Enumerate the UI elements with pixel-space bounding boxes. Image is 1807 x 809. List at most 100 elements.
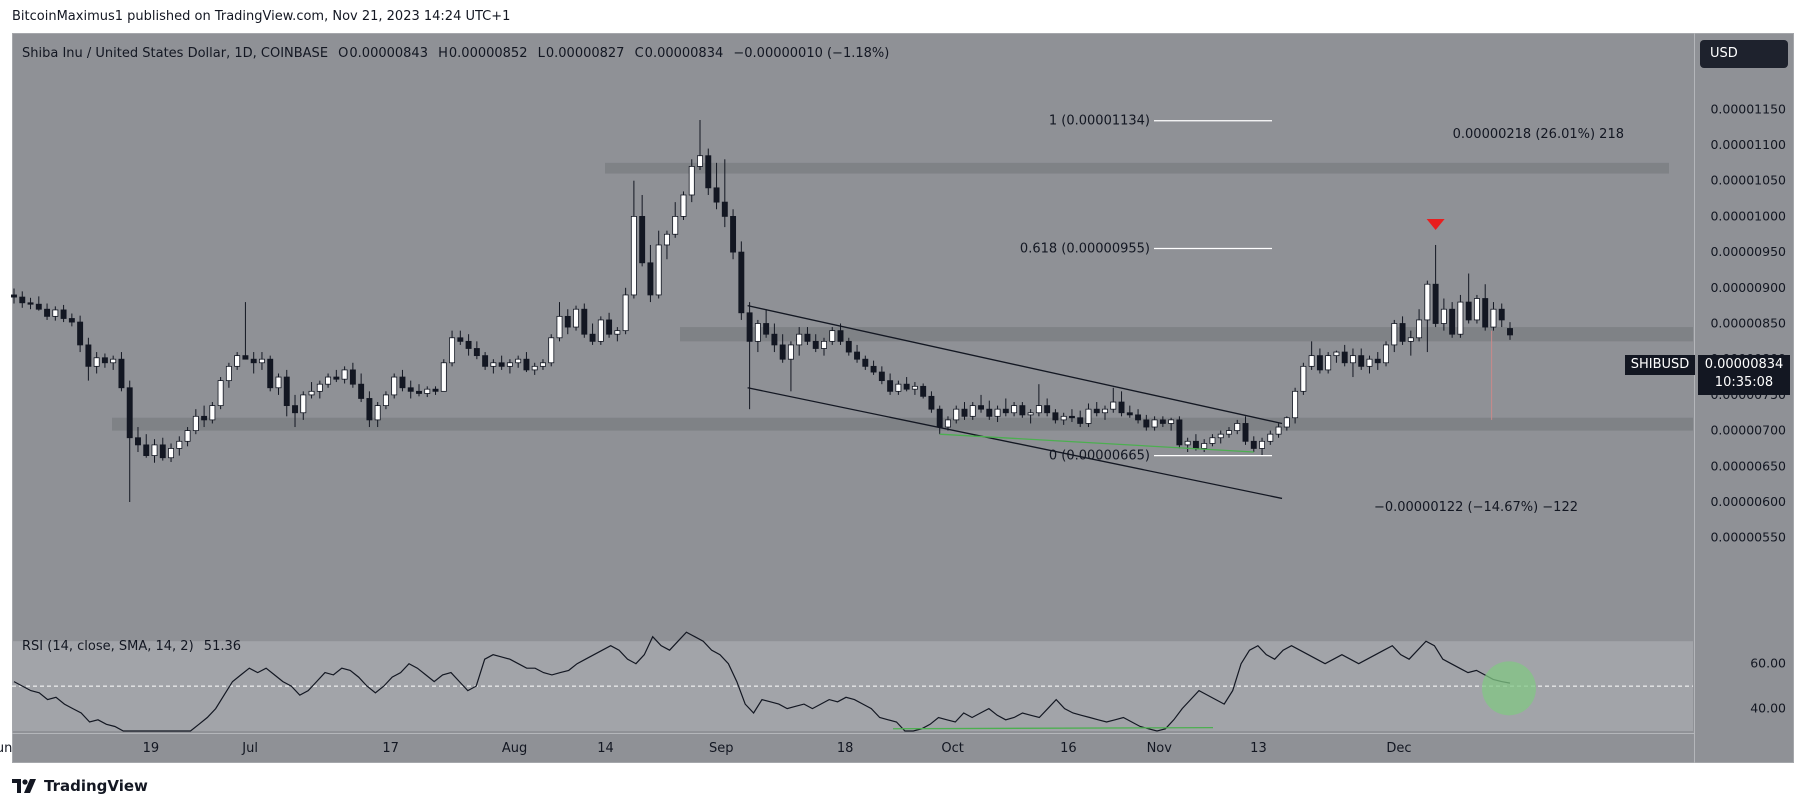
candle	[1482, 284, 1489, 331]
price-axis-tick: 0.00000700	[1710, 423, 1786, 438]
candle-body	[118, 358, 125, 389]
candle	[928, 391, 935, 413]
candle	[176, 436, 183, 456]
candle	[845, 337, 852, 356]
legend-change: −0.00000010 (−1.18%)	[733, 46, 890, 61]
candle-body	[27, 302, 34, 305]
candle-body	[1358, 355, 1365, 367]
candle	[945, 416, 951, 431]
candle-body	[1449, 308, 1456, 335]
candle	[490, 359, 497, 374]
candle-body	[1416, 319, 1423, 339]
candle-body	[1168, 419, 1175, 424]
candle-body	[93, 357, 100, 367]
candle-body	[523, 358, 530, 371]
candle-body	[779, 344, 786, 360]
candle-body	[382, 394, 389, 407]
candle	[1457, 294, 1464, 338]
candle-body	[225, 365, 232, 382]
candle	[308, 382, 315, 399]
candle-body	[1432, 283, 1439, 324]
candle	[482, 352, 489, 370]
candle	[911, 382, 918, 395]
candle-body	[1300, 365, 1307, 392]
candle-body	[1044, 405, 1051, 414]
candle-body	[449, 337, 456, 364]
legend-open-value: 0.00000843	[349, 46, 428, 61]
rsi-highlight-circle	[1482, 661, 1536, 716]
candle	[473, 341, 480, 360]
candle	[531, 362, 538, 375]
rsi-label[interactable]: RSI (14, close, SMA, 14, 2)	[22, 639, 194, 654]
rsi-axis-tick: 60.00	[1750, 656, 1786, 671]
fib-level-0-label: 0 (0.00000665)	[1049, 449, 1150, 464]
candle	[465, 334, 472, 356]
candle	[953, 405, 960, 424]
candle	[60, 304, 67, 323]
candle	[341, 366, 348, 384]
candle-body	[250, 358, 257, 364]
candle	[837, 323, 844, 345]
candle	[11, 288, 17, 304]
candle	[1068, 409, 1075, 423]
candle	[35, 296, 42, 311]
price-axis[interactable]	[1694, 33, 1794, 763]
candle	[515, 355, 522, 368]
time-axis-tick: 19	[143, 741, 160, 756]
candle-body	[1184, 440, 1191, 446]
candle-body	[821, 340, 827, 349]
candle-body	[283, 376, 290, 407]
price-axis-tick: 0.00000650	[1710, 458, 1786, 473]
candle	[1209, 434, 1216, 447]
candle	[969, 402, 976, 420]
candle-body	[1283, 417, 1290, 428]
price-axis-tick: 0.00000900	[1710, 280, 1786, 295]
candle-body	[606, 319, 613, 335]
candle	[118, 352, 125, 392]
rsi-axis-tick: 40.00	[1750, 701, 1786, 716]
low-support-zone	[112, 417, 1693, 431]
candle-body	[920, 385, 927, 397]
candle	[978, 394, 984, 413]
candle-body	[1234, 423, 1241, 431]
candle-body	[1035, 405, 1042, 414]
candle-body	[1259, 440, 1266, 449]
candle-body	[1002, 408, 1009, 414]
candle	[1110, 387, 1117, 413]
candle	[639, 194, 646, 267]
candle-body	[540, 362, 546, 367]
candle	[77, 315, 84, 353]
candle-body	[44, 308, 51, 317]
candle-body	[440, 362, 447, 392]
candle	[391, 373, 398, 399]
candle	[1490, 302, 1497, 331]
candle	[1432, 244, 1439, 328]
candle-body	[168, 448, 175, 459]
candle-body	[358, 383, 365, 399]
candle	[680, 191, 687, 220]
candle	[523, 352, 530, 373]
candle-body	[1126, 412, 1133, 416]
candle	[1093, 402, 1100, 417]
candle-body	[1275, 426, 1282, 435]
currency-button[interactable]: USD	[1700, 40, 1788, 68]
candle	[1383, 341, 1389, 367]
candle	[895, 380, 902, 395]
candle-body	[688, 166, 695, 196]
candle-body	[192, 415, 199, 432]
candle	[1226, 427, 1232, 438]
candle	[85, 337, 92, 381]
time-axis[interactable]	[12, 733, 1694, 763]
legend-symbol[interactable]: Shiba Inu / United States Dollar, 1D, CO…	[22, 46, 329, 61]
candle-body	[1242, 423, 1249, 442]
fib-level-1-label: 1 (0.00001134)	[1049, 114, 1150, 129]
candle	[878, 366, 885, 385]
candle-body	[399, 376, 406, 389]
candle	[1151, 416, 1158, 431]
candle	[1052, 409, 1059, 424]
legend-low-label: L	[537, 46, 545, 61]
candle-body	[639, 215, 646, 264]
tradingview-logo[interactable]: TradingView	[12, 777, 148, 795]
candle-body	[1135, 414, 1142, 421]
